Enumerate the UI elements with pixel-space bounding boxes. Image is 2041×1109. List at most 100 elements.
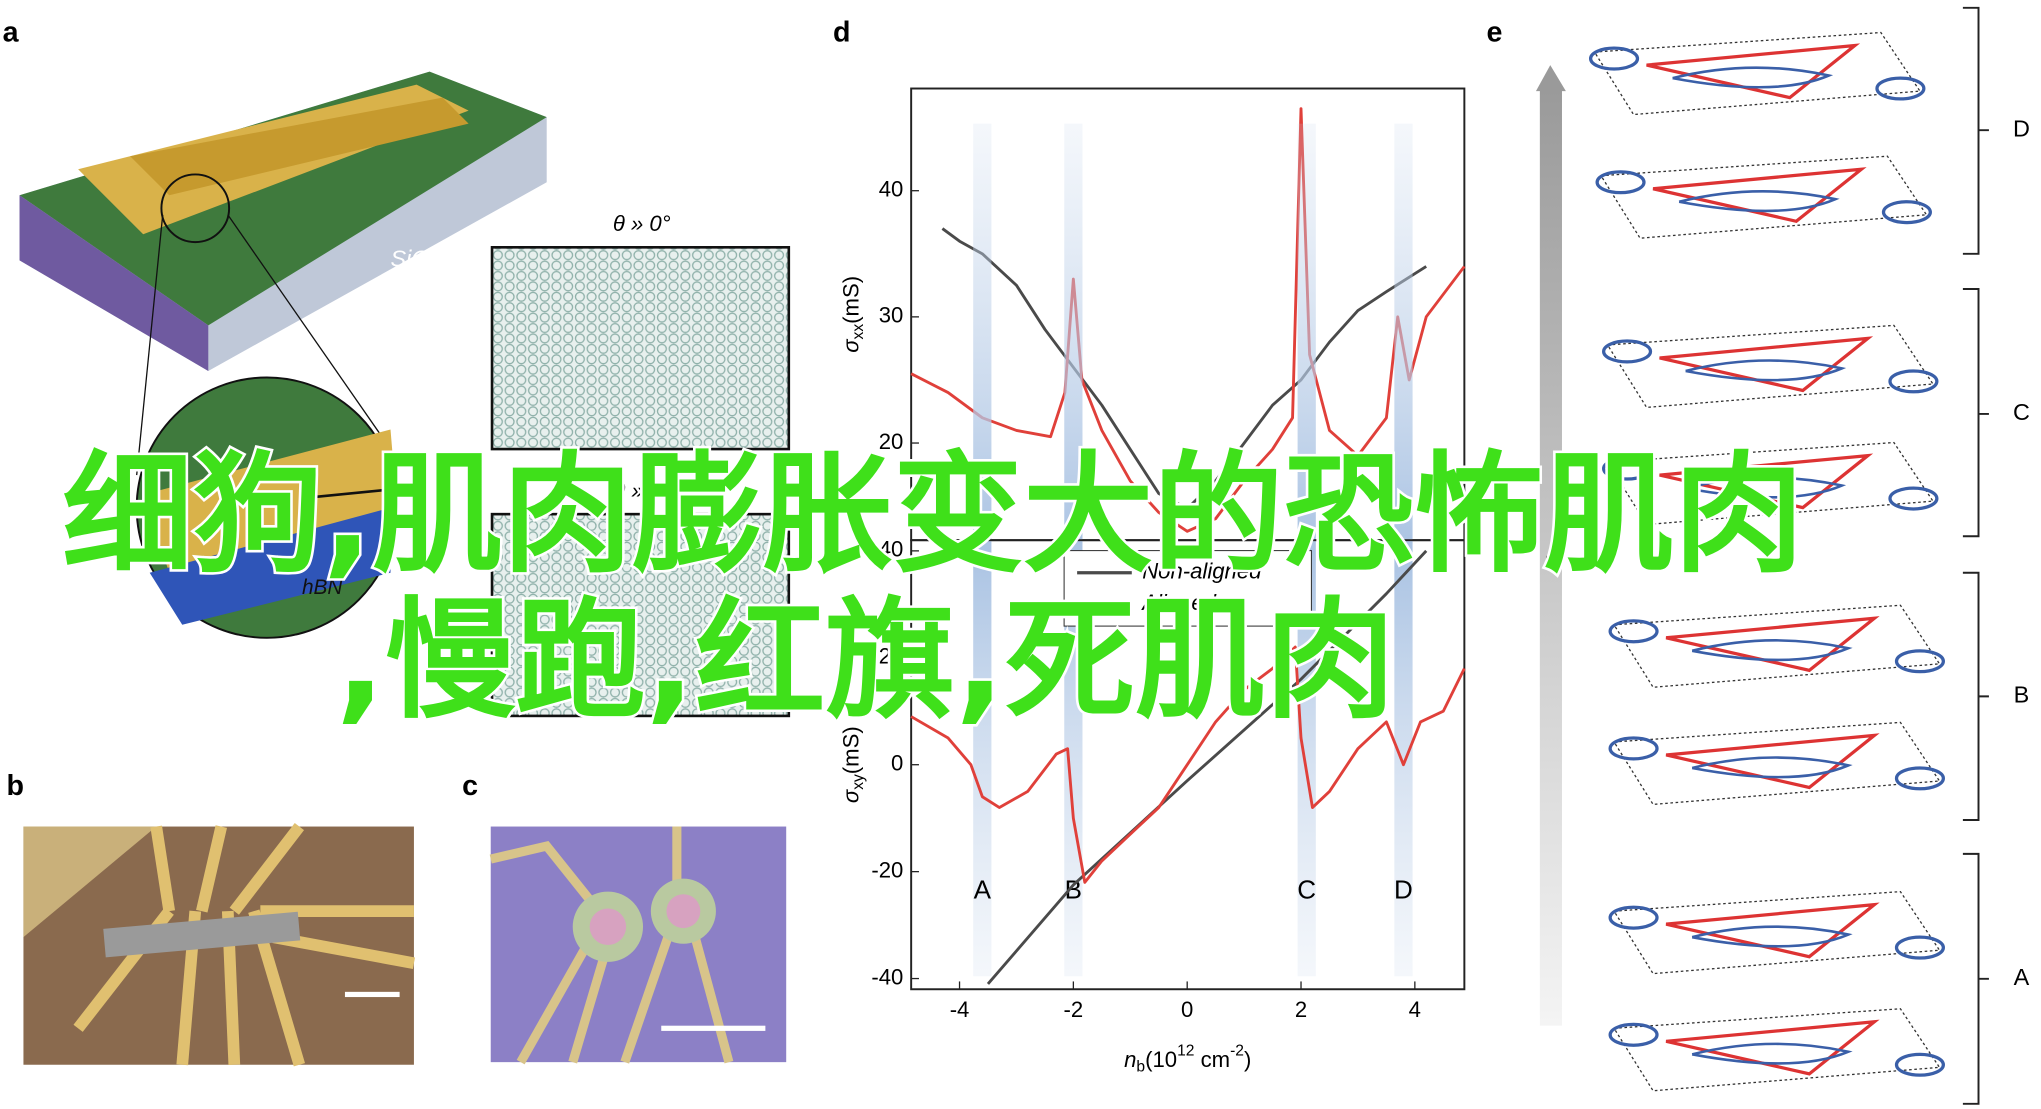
x-tick-label: 2 [1295, 997, 1307, 1022]
device-drawing-part [160, 173, 231, 244]
device-drawing-part [19, 195, 209, 371]
axis-label-part: cm [1194, 1047, 1230, 1072]
x-tick-label: 0 [1181, 997, 1193, 1022]
substrate-label: SiO₂ [391, 246, 439, 272]
brace-part [1962, 287, 1989, 538]
axis-label-part: (10 [1145, 1047, 1177, 1072]
device-drawing-part [227, 214, 392, 450]
device-photo-part-part [150, 825, 176, 913]
axis-label-part: n [1124, 1047, 1136, 1072]
arrow-label: n [1540, 554, 1562, 565]
device-photo-part-part [489, 840, 603, 914]
inset-title: θ » 0° [613, 211, 671, 236]
y-tick-label: 20 [879, 429, 904, 454]
group-label: A [2014, 964, 2030, 990]
y-tick-label: 30 [879, 303, 904, 328]
device-photo-part [23, 826, 157, 938]
device-photo-part [661, 1025, 766, 1031]
device-drawing [19, 71, 547, 639]
group-label: C [2013, 399, 2030, 425]
y-tick-label: 20 [879, 644, 904, 669]
y-tick-label: 40 [879, 537, 904, 562]
x-tick-label: -2 [1064, 997, 1084, 1022]
legend-box [1063, 550, 1312, 627]
axis-label-part: σ [838, 338, 863, 353]
device-drawing-part [312, 488, 391, 499]
axis-label-part: ) [1244, 1047, 1251, 1072]
y-tick-label: -40 [871, 964, 903, 989]
highlight-band [1394, 123, 1413, 977]
series-line [910, 645, 1466, 884]
band-diagrams-part [1588, 30, 1926, 117]
annotation: D [1394, 875, 1413, 905]
panel-label: d [833, 16, 851, 48]
arrow-part [1535, 65, 1566, 92]
overlay-title: 细狗,肌肉膨胀变大的恐怖肌肉 [62, 439, 1803, 591]
device-photo-part-part [272, 931, 416, 969]
device-photo [23, 822, 416, 1067]
highlight-band [1297, 123, 1316, 977]
layer-label: hBN [302, 576, 343, 599]
brace-part [1962, 852, 1989, 1105]
y-tick-label: -20 [871, 857, 903, 882]
arrow [1535, 65, 1566, 1026]
moire-inset [490, 246, 791, 451]
panel-label: c [462, 770, 478, 802]
highlight-band [973, 123, 992, 977]
brace-part [1962, 6, 1989, 255]
device-drawing-part [143, 429, 398, 573]
panel-label: e [1486, 16, 1502, 48]
axis-label-part: σ [838, 788, 863, 803]
annotation: C [1297, 875, 1316, 905]
axis-label-part: -2 [1230, 1043, 1244, 1060]
series-line [910, 107, 1466, 533]
series-line [941, 227, 1427, 511]
y-tick-label: 0 [891, 751, 903, 776]
device-photo-part-part [229, 822, 305, 915]
x-tick-label: 4 [1409, 997, 1421, 1022]
device-drawing-part [136, 214, 164, 476]
device-photo-part-part [685, 916, 734, 1064]
axis-label: σxy(mS) [838, 726, 867, 803]
device-photo-part [589, 908, 627, 945]
device-drawing-part [149, 507, 391, 625]
axis-label-part: (mS) [838, 276, 863, 324]
brace [1962, 6, 1989, 1105]
band-diagrams-part [1608, 720, 1945, 807]
series-line [986, 549, 1428, 985]
group-label: D [2013, 115, 2030, 141]
band-diagrams-part [1602, 323, 1939, 410]
device-drawing-part [130, 97, 469, 196]
device-photo [489, 826, 787, 1065]
device-photo-part [344, 991, 400, 998]
x-tick-label: -4 [950, 997, 970, 1022]
legend-label: Aligned [1140, 590, 1216, 615]
annotation: A [974, 875, 992, 905]
legend-label: Non-aligned [1142, 559, 1262, 584]
panel-label: b [7, 770, 25, 802]
arrow-part [1539, 88, 1562, 1026]
group-label: B [2014, 682, 2030, 708]
device-photo-part [666, 894, 701, 929]
device-photo-part-part [196, 825, 227, 913]
axis-label-part: xy [850, 774, 867, 790]
overlay-title: ,慢跑,红旗,死肌肉 [336, 584, 1395, 736]
brace-part [1962, 571, 1989, 822]
band-diagrams-part [1608, 889, 1945, 976]
band-diagrams-part [1608, 603, 1945, 689]
axis-label: nb(1012 cm-2) [1124, 1043, 1251, 1076]
band-diagrams-part [1595, 154, 1932, 240]
axis-label-part: (mS) [838, 726, 863, 774]
moire-inset [490, 512, 791, 718]
band-diagrams-part [1608, 1007, 1945, 1093]
y-tick-label: 40 [879, 177, 904, 202]
panel-label: a [3, 16, 20, 48]
device-photo-part [103, 911, 301, 958]
axis-label: σxx(mS) [838, 276, 867, 353]
inset-title: θ » 0 [613, 478, 663, 503]
axis-label-part: 12 [1177, 1043, 1194, 1060]
axis-label-part: xx [850, 324, 867, 340]
